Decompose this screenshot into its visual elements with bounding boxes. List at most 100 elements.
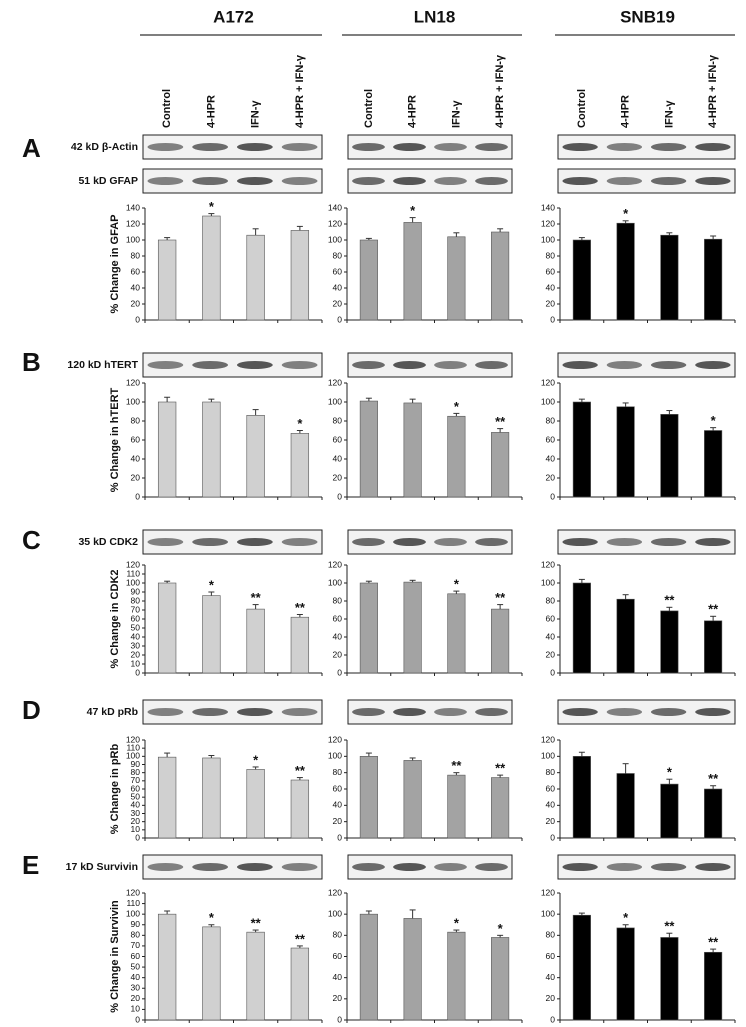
bar — [660, 937, 679, 1021]
y-tick-label: 30 — [131, 808, 141, 818]
bar — [447, 931, 466, 1021]
blot-band — [393, 538, 426, 546]
blot-band — [192, 143, 229, 151]
significance: * — [410, 203, 416, 218]
bar — [572, 914, 591, 1021]
y-tick-label: 0 — [550, 314, 555, 324]
y-tick-label: 40 — [333, 972, 343, 982]
y-tick-label: 60 — [546, 783, 556, 793]
y-tick-label: 70 — [131, 775, 141, 785]
y-tick-label: 0 — [550, 667, 555, 677]
blot-band — [352, 177, 385, 185]
y-tick-label: 0 — [337, 667, 342, 677]
blot-band — [236, 538, 273, 546]
y-tick-label: 40 — [333, 453, 343, 463]
bar — [246, 234, 265, 321]
blot-band — [562, 143, 598, 151]
y-tick-label: 110 — [126, 898, 140, 908]
y-tick-label: 20 — [333, 816, 343, 826]
y-tick-label: 80 — [546, 595, 556, 605]
blot-band — [606, 538, 643, 546]
y-axis-label: % Change in hTERT — [109, 387, 121, 492]
bar — [704, 951, 723, 1021]
y-tick-label: 60 — [131, 783, 141, 793]
blot-band — [281, 177, 318, 185]
blot-band — [434, 361, 467, 369]
lane-label: IFN-γ — [250, 100, 262, 128]
blot-band — [650, 361, 687, 369]
blot-band — [147, 863, 184, 871]
blot-band — [147, 361, 184, 369]
bar — [403, 402, 422, 498]
y-tick-label: 20 — [131, 472, 141, 482]
y-tick-label: 20 — [131, 298, 141, 308]
significance: ** — [495, 414, 506, 429]
y-tick-label: 30 — [131, 640, 141, 650]
blot-band — [695, 538, 731, 546]
bar — [572, 401, 591, 498]
lane-label: 4-HPR + IFN-γ — [707, 54, 719, 128]
y-tick-label: 60 — [131, 434, 141, 444]
y-tick-label: 120 — [126, 734, 140, 744]
bar — [359, 400, 378, 498]
bar — [246, 931, 265, 1021]
y-tick-label: 80 — [333, 767, 343, 777]
significance: ** — [708, 935, 719, 950]
y-tick-label: 20 — [131, 816, 141, 826]
significance: ** — [495, 590, 506, 605]
y-tick-label: 60 — [131, 266, 141, 276]
y-tick-label: 60 — [333, 951, 343, 961]
y-axis-label: % Change in pRb — [109, 744, 121, 835]
y-tick-label: 60 — [131, 613, 141, 623]
y-tick-label: 0 — [135, 1014, 140, 1024]
significance: * — [667, 765, 673, 780]
blot-band — [562, 361, 598, 369]
bar — [704, 430, 723, 498]
significance: ** — [708, 602, 719, 617]
significance: ** — [251, 590, 262, 605]
y-tick-label: 60 — [333, 783, 343, 793]
significance: ** — [495, 761, 506, 776]
blot-band — [562, 708, 598, 716]
blot-band — [352, 143, 385, 151]
y-tick-label: 40 — [131, 453, 141, 463]
y-tick-label: 10 — [131, 1004, 141, 1014]
bar — [447, 774, 466, 839]
bar — [290, 779, 310, 839]
bar — [704, 238, 723, 321]
y-tick-label: 80 — [546, 930, 556, 940]
bar — [290, 616, 310, 674]
bar — [246, 608, 265, 674]
y-tick-label: 80 — [333, 595, 343, 605]
blot-band — [393, 361, 426, 369]
blot-band — [352, 708, 385, 716]
bar — [290, 947, 310, 1021]
blot-label: 17 kD Survivin — [66, 861, 138, 873]
bar — [359, 239, 378, 321]
y-tick-label: 70 — [131, 604, 141, 614]
bar — [403, 918, 422, 1021]
y-tick-label: 50 — [131, 791, 141, 801]
bar — [157, 582, 177, 674]
y-tick-label: 80 — [333, 250, 343, 260]
blot-band — [352, 361, 385, 369]
bar — [447, 593, 466, 674]
lane-label: Control — [576, 89, 588, 128]
blot-band — [434, 708, 467, 716]
y-tick-label: 100 — [541, 234, 555, 244]
y-tick-label: 10 — [131, 824, 141, 834]
y-tick-label: 60 — [546, 613, 556, 623]
significance: * — [498, 921, 504, 936]
y-tick-label: 40 — [546, 972, 556, 982]
lane-label: Control — [363, 89, 375, 128]
blot-band — [475, 538, 508, 546]
bar — [616, 598, 635, 674]
y-axis-label: % Change in GFAP — [109, 214, 121, 313]
bar — [157, 239, 177, 321]
y-tick-label: 10 — [131, 658, 141, 668]
y-tick-label: 40 — [546, 282, 556, 292]
y-tick-label: 80 — [131, 250, 141, 260]
significance: * — [454, 577, 460, 592]
y-tick-label: 40 — [131, 631, 141, 641]
y-tick-label: 100 — [328, 577, 342, 587]
